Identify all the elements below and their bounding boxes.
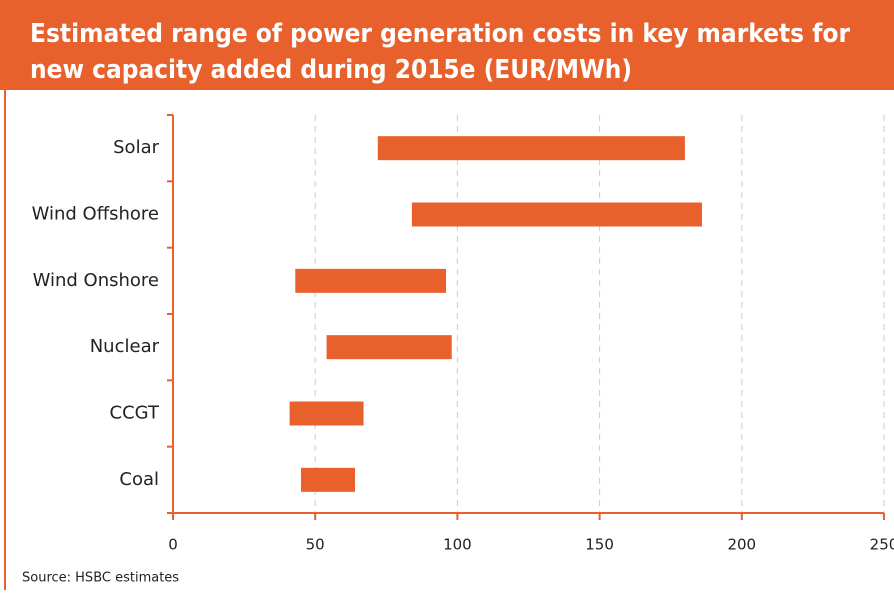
chart-title: new capacity added during 2015e (EUR/MWh… xyxy=(30,55,632,85)
bar xyxy=(300,467,356,492)
x-tick-label: 50 xyxy=(306,536,325,554)
bar xyxy=(411,202,702,227)
y-tick-label: Wind Offshore xyxy=(32,204,159,225)
x-tick-label: 100 xyxy=(443,536,472,554)
header-band xyxy=(0,0,894,90)
bar xyxy=(377,136,685,161)
bar xyxy=(289,401,364,426)
x-tick-label: 250 xyxy=(870,536,894,554)
x-tick-label: 200 xyxy=(727,536,756,554)
source-note: Source: HSBC estimates xyxy=(22,571,179,586)
y-tick-label: Wind Onshore xyxy=(33,270,159,291)
chart-title: Estimated range of power generation cost… xyxy=(30,19,850,49)
y-tick-label: CCGT xyxy=(110,403,160,424)
bar xyxy=(326,335,452,360)
x-tick-label: 0 xyxy=(168,536,178,554)
y-tick-label: Solar xyxy=(113,137,159,158)
y-tick-label: Nuclear xyxy=(90,336,160,357)
y-tick-label: Coal xyxy=(119,469,159,490)
frame-left xyxy=(4,90,6,590)
bar xyxy=(295,268,447,293)
x-tick-label: 150 xyxy=(585,536,614,554)
